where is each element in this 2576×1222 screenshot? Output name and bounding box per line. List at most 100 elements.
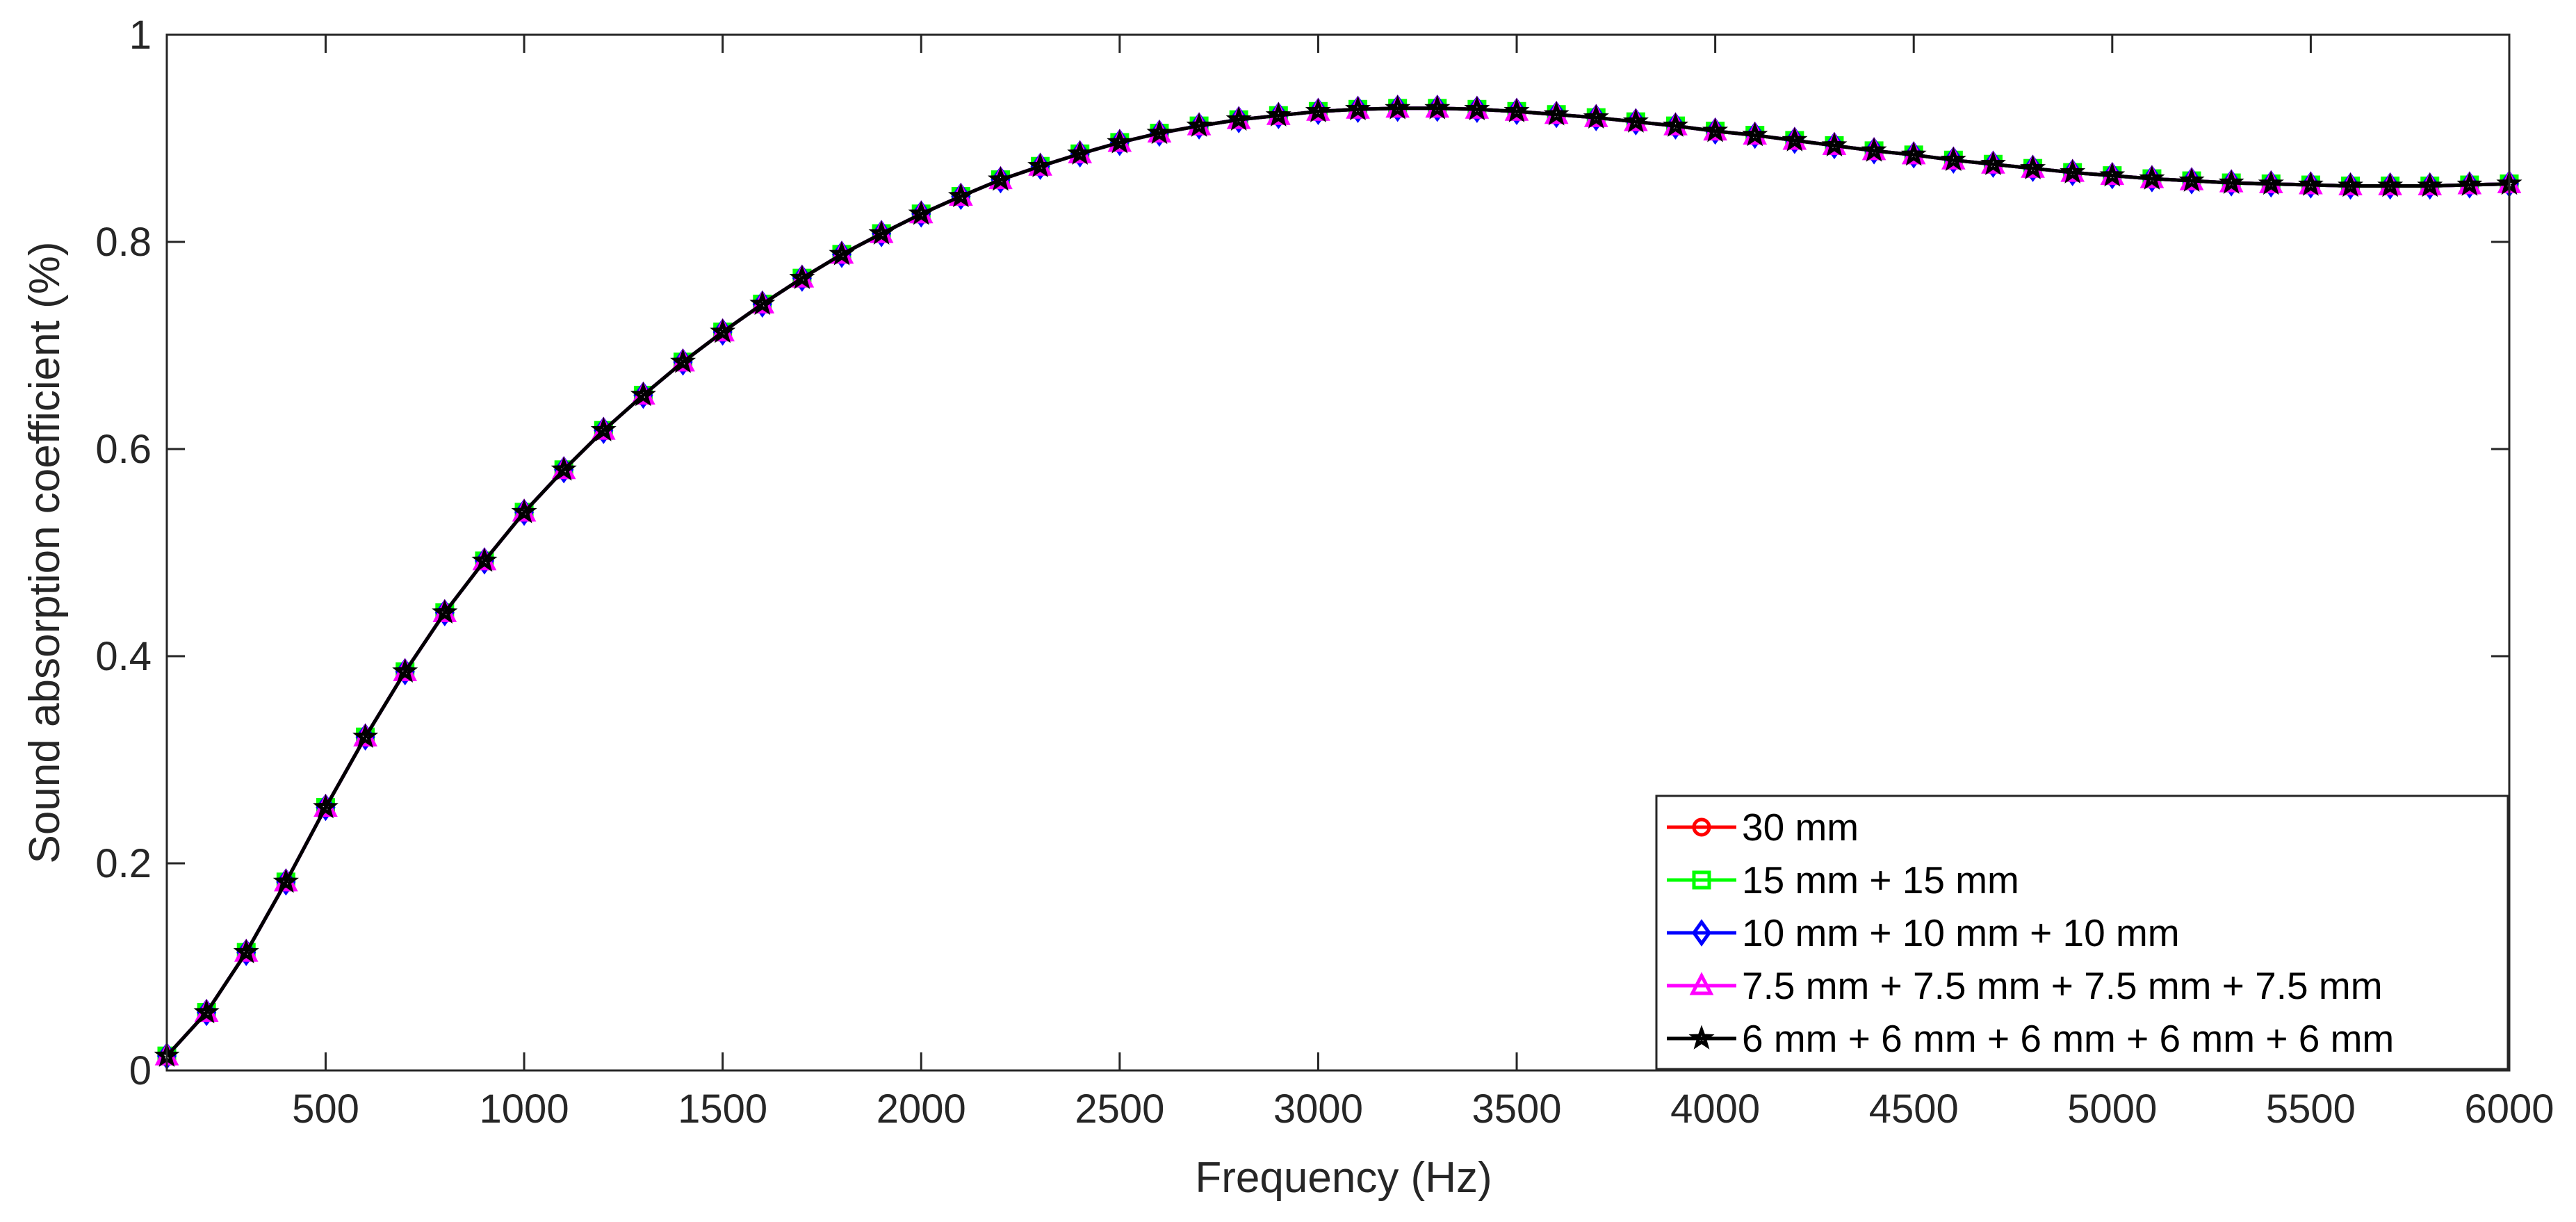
data-point bbox=[987, 166, 1014, 191]
data-point bbox=[1900, 141, 1927, 166]
x-tick-label: 5500 bbox=[2266, 1086, 2356, 1132]
x-tick-label: 2500 bbox=[1075, 1086, 1164, 1132]
data-point bbox=[2456, 171, 2483, 196]
data-point bbox=[2377, 172, 2404, 197]
data-point bbox=[710, 318, 736, 343]
data-point bbox=[471, 547, 498, 572]
data-point bbox=[1424, 95, 1451, 120]
data-point bbox=[1464, 95, 1490, 121]
axes-box bbox=[165, 33, 2511, 1072]
legend-marker bbox=[1689, 972, 1714, 995]
data-point bbox=[2218, 169, 2244, 194]
data-point bbox=[432, 598, 458, 624]
axes: 500 1000 1500 2000 2500 3000 3500 4000 4500 5000 5… bbox=[95, 13, 2554, 1132]
data-point bbox=[1503, 97, 1530, 122]
data-point bbox=[1940, 146, 1966, 172]
x-tick-label: 3000 bbox=[1273, 1086, 1363, 1132]
data-point bbox=[1345, 95, 1371, 121]
data-point bbox=[1305, 97, 1331, 122]
x-tick-label: 1500 bbox=[678, 1086, 767, 1132]
data-point bbox=[193, 999, 220, 1024]
data-point bbox=[2099, 162, 2126, 187]
x-tick-label: 3500 bbox=[1472, 1086, 1562, 1132]
x-tick-label: 5000 bbox=[2067, 1086, 2157, 1132]
data-point bbox=[233, 938, 259, 963]
legend-entry-2: 15 mm + 15 mm bbox=[1667, 858, 2019, 902]
data-point bbox=[392, 658, 418, 683]
data-point bbox=[2139, 165, 2165, 190]
data-point bbox=[272, 868, 299, 893]
series-5 bbox=[154, 95, 2522, 1067]
legend-marker bbox=[1692, 870, 1711, 890]
data-point bbox=[1186, 112, 1212, 137]
data-point bbox=[670, 348, 696, 373]
legend-box bbox=[1655, 795, 2509, 1070]
data-point bbox=[2417, 172, 2443, 197]
data-point bbox=[2020, 154, 2046, 179]
data-point bbox=[1067, 140, 1093, 165]
data-point bbox=[1662, 112, 1689, 137]
y-tick-label: 0 bbox=[129, 1048, 152, 1093]
legend: 30 mm 15 mm + 15 mm 10 mm + 10 mm + 10 mm 7… bbox=[1655, 795, 2509, 1070]
legend-marker bbox=[1688, 1025, 1715, 1050]
data-point bbox=[1146, 119, 1173, 145]
data-point bbox=[1980, 150, 2006, 175]
data-point bbox=[789, 264, 815, 289]
data-point bbox=[551, 456, 577, 481]
y-tick-label: 0.4 bbox=[95, 634, 152, 679]
y-tick-label: 0.6 bbox=[95, 427, 152, 472]
data-point bbox=[1385, 95, 1411, 120]
legend-label: 15 mm + 15 mm bbox=[1742, 858, 2019, 902]
y-axis-title: Sound absorption coefficient (%) bbox=[21, 242, 69, 864]
legend-marker bbox=[1692, 817, 1711, 837]
data-point bbox=[590, 416, 617, 442]
data-point bbox=[2338, 172, 2363, 197]
y-tick-label: 0.8 bbox=[95, 220, 152, 265]
data-point bbox=[313, 793, 339, 819]
data-point bbox=[1622, 108, 1649, 133]
data-point bbox=[2060, 158, 2086, 184]
x-tick-label: 4500 bbox=[1869, 1086, 1959, 1132]
data-point bbox=[2297, 171, 2324, 196]
data-point bbox=[352, 723, 379, 748]
x-tick-label: 4000 bbox=[1670, 1086, 1760, 1132]
data-point bbox=[749, 290, 776, 316]
x-tick-label: 6000 bbox=[2464, 1086, 2554, 1132]
data-point bbox=[1225, 106, 1252, 131]
data-point bbox=[1782, 127, 1808, 152]
x-tick-label: 1000 bbox=[480, 1086, 569, 1132]
data-point bbox=[1702, 117, 1729, 142]
data-point bbox=[1821, 131, 1848, 157]
data-point bbox=[908, 200, 934, 225]
data-point bbox=[630, 381, 656, 407]
data-point bbox=[1265, 101, 1291, 127]
data-point bbox=[1861, 137, 1887, 162]
legend-label: 10 mm + 10 mm + 10 mm bbox=[1742, 911, 2180, 954]
data-point bbox=[1583, 104, 1609, 129]
legend-entry-5: 6 mm + 6 mm + 6 mm + 6 mm + 6 mm bbox=[1667, 1017, 2394, 1060]
data-point bbox=[947, 182, 974, 208]
data-point bbox=[829, 241, 855, 266]
x-tick-label: 500 bbox=[292, 1086, 359, 1132]
legend-entry-3: 10 mm + 10 mm + 10 mm bbox=[1667, 911, 2180, 954]
data-point bbox=[1742, 122, 1768, 147]
legend-entry-1: 30 mm bbox=[1667, 806, 1859, 849]
legend-label: 7.5 mm + 7.5 mm + 7.5 mm + 7.5 mm bbox=[1742, 964, 2383, 1007]
y-tick-label: 0.2 bbox=[95, 841, 152, 886]
x-tick-label: 2000 bbox=[877, 1086, 966, 1132]
legend-marker bbox=[1691, 919, 1712, 947]
legend-label: 6 mm + 6 mm + 6 mm + 6 mm + 6 mm bbox=[1742, 1017, 2394, 1060]
data-point bbox=[2178, 167, 2205, 192]
legend-label: 30 mm bbox=[1742, 806, 1859, 849]
data-point bbox=[1543, 101, 1570, 126]
plot-area bbox=[154, 95, 2522, 1070]
data-point bbox=[511, 498, 537, 523]
data-point bbox=[868, 220, 895, 245]
data-point bbox=[1107, 129, 1133, 154]
legend-entry-4: 7.5 mm + 7.5 mm + 7.5 mm + 7.5 mm bbox=[1667, 964, 2383, 1007]
y-tick-label: 1 bbox=[129, 13, 152, 58]
x-axis-title: Frequency (Hz) bbox=[1195, 1154, 1492, 1202]
data-point bbox=[2258, 170, 2284, 195]
data-point bbox=[1027, 152, 1054, 177]
